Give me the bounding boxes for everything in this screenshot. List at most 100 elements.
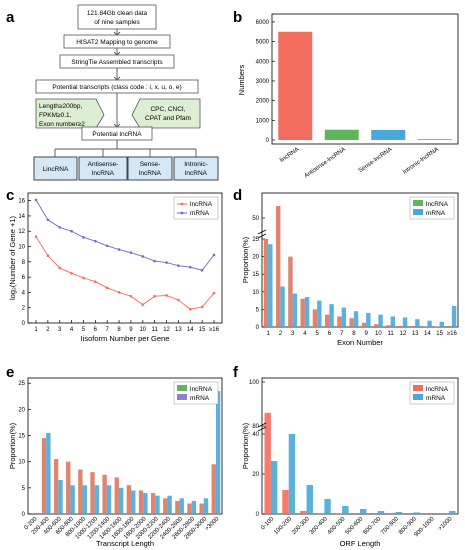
point-c-1-0 [34, 198, 38, 202]
y-tick-label-f-4: 80 [252, 424, 259, 430]
bar-e-1-11 [167, 495, 172, 514]
y-tick-label-d-0: 0 [256, 325, 260, 331]
bar-d-0-3 [300, 298, 305, 327]
legend-swatch-d-0 [413, 200, 423, 206]
y-tick-label-b-4: 4000 [256, 59, 270, 65]
bar-d-0-12 [410, 325, 416, 327]
x-tick-label-d-9: 10 [375, 331, 382, 337]
y-axis-label-f: Proportion(%) [241, 422, 250, 469]
bar-b-2 [371, 129, 406, 140]
bar-d-0-8 [361, 322, 367, 327]
plot-frame-e [27, 377, 223, 515]
bar-b-1 [324, 129, 359, 140]
bar-e-0-2 [53, 459, 59, 514]
y-tick-label-e-1: 5 [22, 486, 26, 492]
x-tick-label-d-15: ≥16 [447, 331, 458, 337]
flowchart: 121.84Gb clean data of nine samples HISA… [33, 4, 219, 181]
flow-text-sense-1: Sense- [140, 161, 161, 168]
x-tick-label-d-7: 8 [352, 331, 356, 337]
y-tick-label-f-2: 40 [252, 432, 259, 438]
y-tick-label-e-3: 15 [18, 434, 25, 440]
flow-text-antisense-1: Antisense- [88, 161, 119, 168]
x-tick-label-f-0: 0-100 [260, 516, 276, 532]
bar-e-0-15 [211, 464, 216, 514]
plot-frame-d [261, 192, 459, 328]
flow-box-filter-right [131, 98, 201, 129]
chart-f: 0 20 40 80 100 0-100100-200200-300300-400400-… [241, 377, 459, 548]
point-c-0-10 [153, 294, 156, 298]
y-tick-label-e-2: 10 [18, 460, 25, 466]
panel-label-e: e [6, 364, 14, 381]
x-tick-label-c-5: 6 [94, 327, 98, 333]
flow-box-filter-left [35, 98, 105, 129]
bar-d-0-5 [324, 314, 330, 327]
legend-label-d-1: mRNA [426, 210, 446, 217]
flow-box-clean-data [77, 4, 157, 30]
point-c-0-5 [94, 280, 97, 284]
bar-e-1-2 [58, 480, 63, 514]
flow-text-filter-left-2: FPKM≥0.1, [39, 112, 72, 119]
x-tick-label-b-3: Intronic-lncRNA [402, 147, 440, 176]
y-tick-label-f-0: 0 [256, 512, 260, 518]
point-c-0-12 [177, 298, 180, 302]
y-tick-label-e-0: 0 [22, 512, 26, 518]
panel-label-d: d [233, 187, 242, 204]
bar-d-1-5 [329, 304, 334, 327]
bar-f-1-2 [306, 485, 313, 514]
point-c-1-2 [58, 226, 62, 229]
x-tick-label-c-15: ≥16 [209, 327, 220, 333]
point-c-0-0 [34, 235, 38, 238]
point-c-1-8 [129, 251, 133, 254]
y-tick-label-c-0: 0 [22, 321, 26, 327]
axis-break-f [257, 422, 267, 432]
flow-arrow-4 [113, 93, 121, 128]
bar-d-1-8 [366, 312, 371, 327]
bar-e-1-13 [191, 500, 197, 514]
flow-arrow-3 [113, 68, 121, 81]
y-tick-label-e-5: 25 [18, 381, 25, 387]
panel-label-c: c [6, 187, 14, 204]
plot-frame-c [27, 192, 223, 324]
bar-f-0-2 [300, 511, 307, 514]
series-line-c-0 [35, 236, 215, 310]
bar-e-1-0 [34, 512, 39, 514]
panel-label-b: b [233, 9, 242, 26]
bar-f-1-7 [395, 512, 403, 514]
bar-d-1-2 [292, 293, 298, 327]
bar-e-1-15 [215, 391, 221, 514]
bar-e-0-10 [150, 493, 156, 514]
bar-d-1-15 [451, 305, 457, 327]
bar-f-1-6 [377, 511, 385, 514]
x-tick-label-c-14: 15 [199, 327, 206, 333]
bar-d-0-1 [275, 206, 281, 327]
x-tick-label-f-5: 500-600 [345, 516, 365, 536]
flow-text-filter-right-1: CPC, CNCI, [150, 106, 185, 113]
legend-label-c-1: mRNA [190, 210, 210, 217]
legend-marker-c-1 [180, 211, 184, 215]
bar-d-0-6 [337, 316, 342, 327]
y-tick-label-b-3: 3000 [256, 79, 270, 85]
point-c-1-4 [82, 236, 85, 239]
x-tick-label-c-13: 14 [187, 327, 194, 333]
x-tick-label-f-1: 100-200 [273, 516, 293, 536]
bar-d-1-3 [304, 297, 310, 327]
bar-d-0-9 [373, 324, 379, 327]
x-tick-label-c-9: 10 [139, 327, 146, 333]
bar-e-1-4 [82, 485, 87, 514]
bar-f-1-8 [413, 512, 420, 514]
flow-text-antisense-2: lncRNA [92, 170, 115, 177]
y-tick-label-c-6: 12 [18, 229, 25, 235]
flow-text-filter-right-2: CPAT and Pfam [145, 115, 191, 122]
bar-e-1-1 [46, 432, 51, 514]
y-tick-label-d-2: 10 [252, 290, 259, 296]
x-tick-label-f-6: 600-700 [362, 516, 382, 536]
point-c-0-2 [58, 266, 62, 270]
chart-b: 0 1000 2000 3000 4000 5000 6000 Numbers lincRNA A… [237, 13, 459, 180]
bar-f-0-3 [317, 513, 325, 514]
bar-e-1-10 [155, 495, 160, 514]
point-c-0-14 [200, 305, 204, 309]
bar-d-1-0 [268, 244, 273, 327]
point-c-1-3 [70, 229, 73, 233]
bar-e-1-14 [203, 498, 209, 514]
